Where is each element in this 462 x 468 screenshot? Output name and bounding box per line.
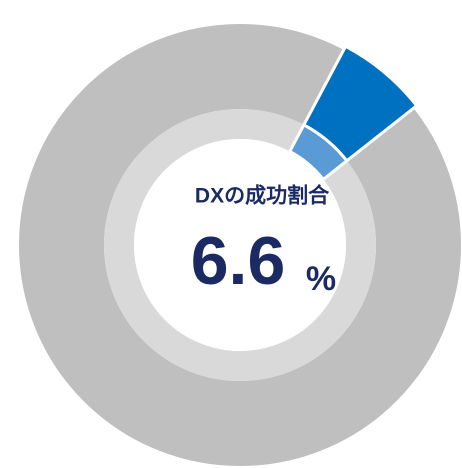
donut-rest-inner bbox=[104, 109, 376, 381]
value-label: 6.6 bbox=[191, 223, 286, 299]
chart-title: DXの成功割合 bbox=[195, 184, 330, 208]
donut bbox=[19, 24, 461, 466]
unit-label: % bbox=[306, 260, 336, 298]
donut-rest bbox=[19, 24, 461, 466]
donut-hole bbox=[134, 139, 346, 351]
